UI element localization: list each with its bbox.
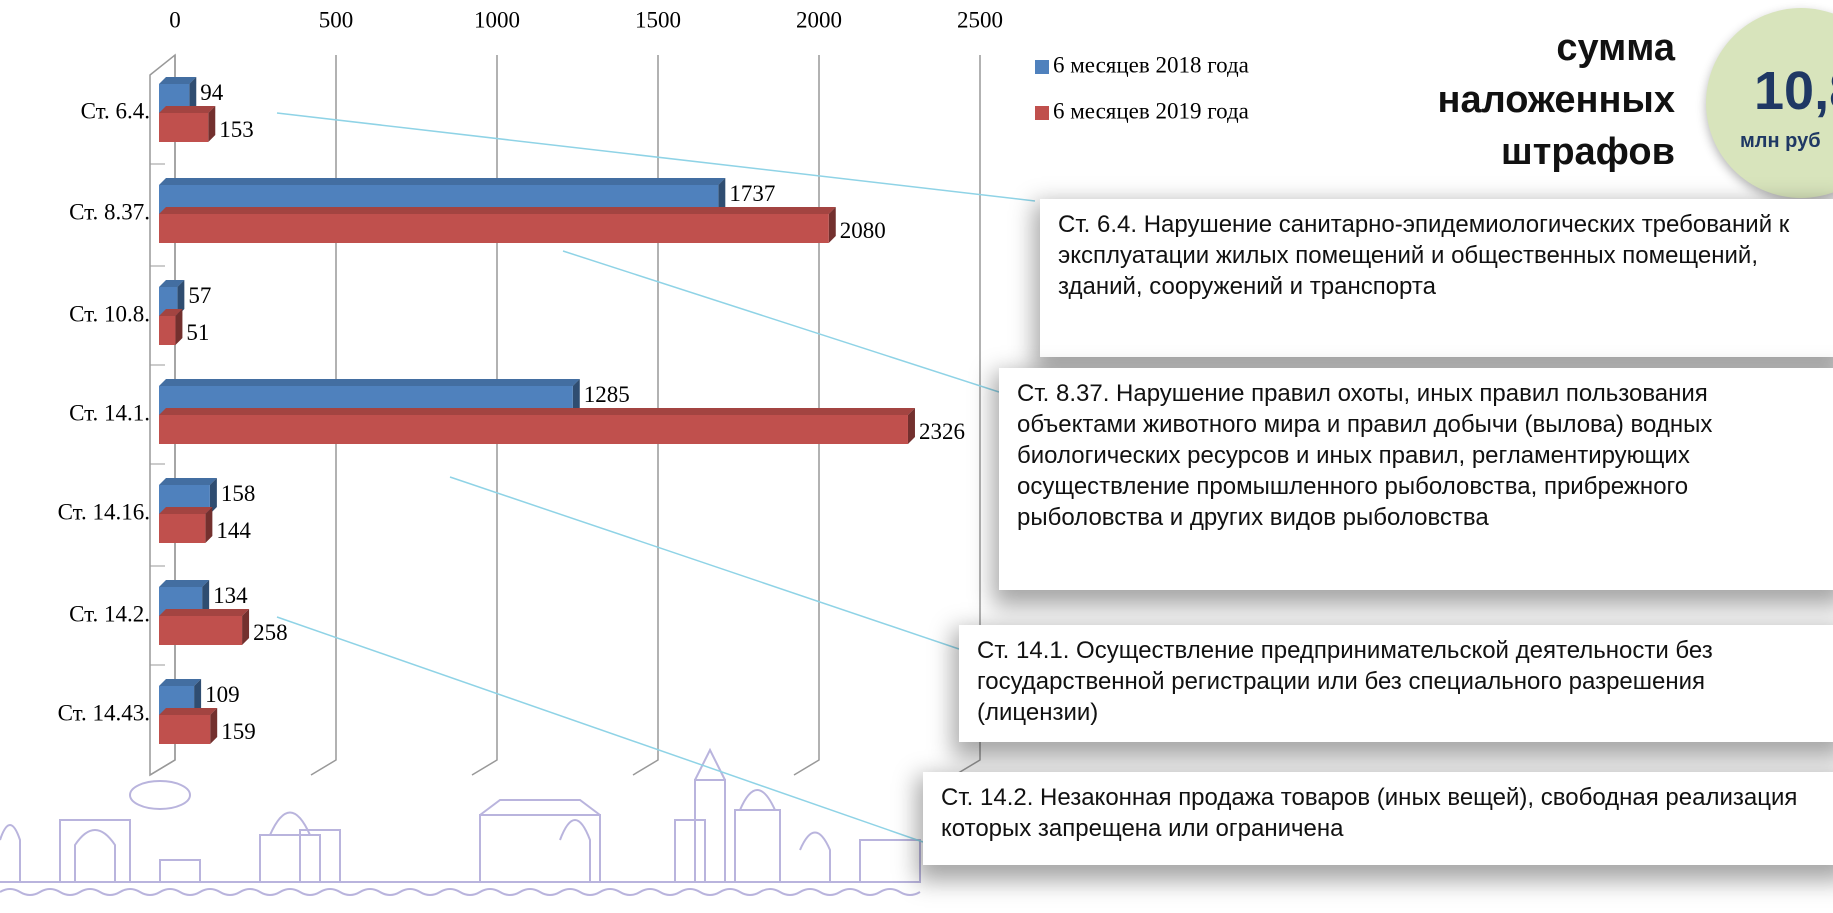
bar-side xyxy=(907,408,915,444)
data-label: 1285 xyxy=(584,382,630,407)
grid-line xyxy=(632,55,659,776)
leader-lines xyxy=(276,112,1036,843)
leader-line xyxy=(276,112,1036,202)
bar-top xyxy=(159,609,250,616)
legend-swatch xyxy=(1035,106,1049,120)
bar-top xyxy=(159,280,185,287)
bar xyxy=(159,514,206,543)
data-label: 2326 xyxy=(919,419,965,444)
bar-top xyxy=(159,309,183,316)
bar xyxy=(159,113,209,142)
bar xyxy=(159,715,211,744)
bar-top xyxy=(159,408,915,415)
bar-side xyxy=(202,580,210,616)
y-tick-label: Ст. 10.8. xyxy=(69,301,150,326)
data-label: 1737 xyxy=(729,181,775,206)
y-tick-label: Ст. 6.4. xyxy=(81,98,150,123)
bar-top xyxy=(159,580,210,587)
y-tick-label: Ст. 8.37. xyxy=(69,199,150,224)
bar-side xyxy=(208,106,216,142)
data-label: 144 xyxy=(216,518,251,543)
bar-top xyxy=(159,207,836,214)
data-label: 109 xyxy=(205,682,240,707)
bar-top xyxy=(159,106,216,113)
note: Ст. 8.37. Нарушение правил охоты, иных п… xyxy=(999,368,1833,590)
grid-line xyxy=(954,55,981,776)
bar xyxy=(159,287,178,316)
bar-side xyxy=(242,609,250,645)
bar-top xyxy=(159,379,580,386)
data-label: 51 xyxy=(186,320,209,345)
bar xyxy=(159,214,829,243)
note: Ст. 14.2. Незаконная продажа товаров (ин… xyxy=(923,772,1833,865)
summary-unit: млн руб xyxy=(1740,130,1821,152)
bar-side xyxy=(177,280,185,316)
x-tick-label: 1000 xyxy=(474,7,520,32)
bar-top xyxy=(159,178,726,185)
x-tick-label: 1500 xyxy=(635,7,681,32)
data-label: 258 xyxy=(253,620,287,645)
bar-side xyxy=(175,309,183,345)
data-label: 159 xyxy=(221,719,256,744)
x-tick-label: 500 xyxy=(319,7,354,32)
x-tick-label: 2500 xyxy=(957,7,1003,32)
legend-label: 6 месяцев 2019 года xyxy=(1053,98,1249,123)
bar-top xyxy=(159,708,218,715)
bar-side xyxy=(828,207,836,243)
bar-side xyxy=(189,77,197,113)
summary-line: штрафов xyxy=(1501,131,1675,173)
leader-line xyxy=(276,616,924,843)
data-label: 2080 xyxy=(840,218,886,243)
bar xyxy=(159,616,243,645)
bar-side xyxy=(209,478,217,514)
summary-value: 10,8 xyxy=(1754,61,1833,121)
grid-line xyxy=(793,55,820,776)
data-label: 94 xyxy=(200,80,224,105)
plot: 0 500 1000 1500 2000 2500 Ст. 6.4. 94 153 Ст. 8.3… xyxy=(58,7,1249,777)
y-tick-label: Ст. 14.2. xyxy=(69,601,150,626)
bar-top xyxy=(159,679,202,686)
bar-side xyxy=(572,379,580,415)
summary-line: сумма xyxy=(1556,27,1675,69)
note: Ст. 6.4. Нарушение санитарно-эпидемиолог… xyxy=(1040,199,1833,357)
legend-swatch xyxy=(1035,60,1049,74)
grid-line xyxy=(471,55,498,776)
bar-side xyxy=(205,507,213,543)
skyline xyxy=(0,747,921,896)
x-tick-label: 2000 xyxy=(796,7,842,32)
leader-line xyxy=(562,250,1000,393)
x-tick-label: 0 xyxy=(169,7,181,32)
note: Ст. 14.1. Осуществление предпринимательс… xyxy=(959,625,1833,742)
data-label: 153 xyxy=(219,117,254,142)
data-label: 57 xyxy=(188,283,211,308)
grid-line xyxy=(310,55,337,776)
legend-label: 6 месяцев 2018 года xyxy=(1053,52,1249,77)
bar-top xyxy=(159,77,197,84)
summary-line: наложенных xyxy=(1437,79,1676,121)
leader-line xyxy=(449,476,960,650)
bar-top xyxy=(159,478,217,485)
summary-label: сумма наложенных штрафов xyxy=(1438,22,1676,178)
y-tick-label: Ст. 14.43. xyxy=(58,700,150,725)
data-label: 158 xyxy=(221,481,256,506)
bar-side xyxy=(194,679,202,715)
bar-side xyxy=(718,178,726,214)
bar xyxy=(159,316,176,345)
y-tick-label: Ст. 14.1. xyxy=(69,400,150,425)
bar-side xyxy=(210,708,218,744)
data-label: 134 xyxy=(213,583,248,608)
bar xyxy=(159,415,908,444)
bar-top xyxy=(159,507,213,514)
y-tick-label: Ст. 14.16. xyxy=(58,499,150,524)
